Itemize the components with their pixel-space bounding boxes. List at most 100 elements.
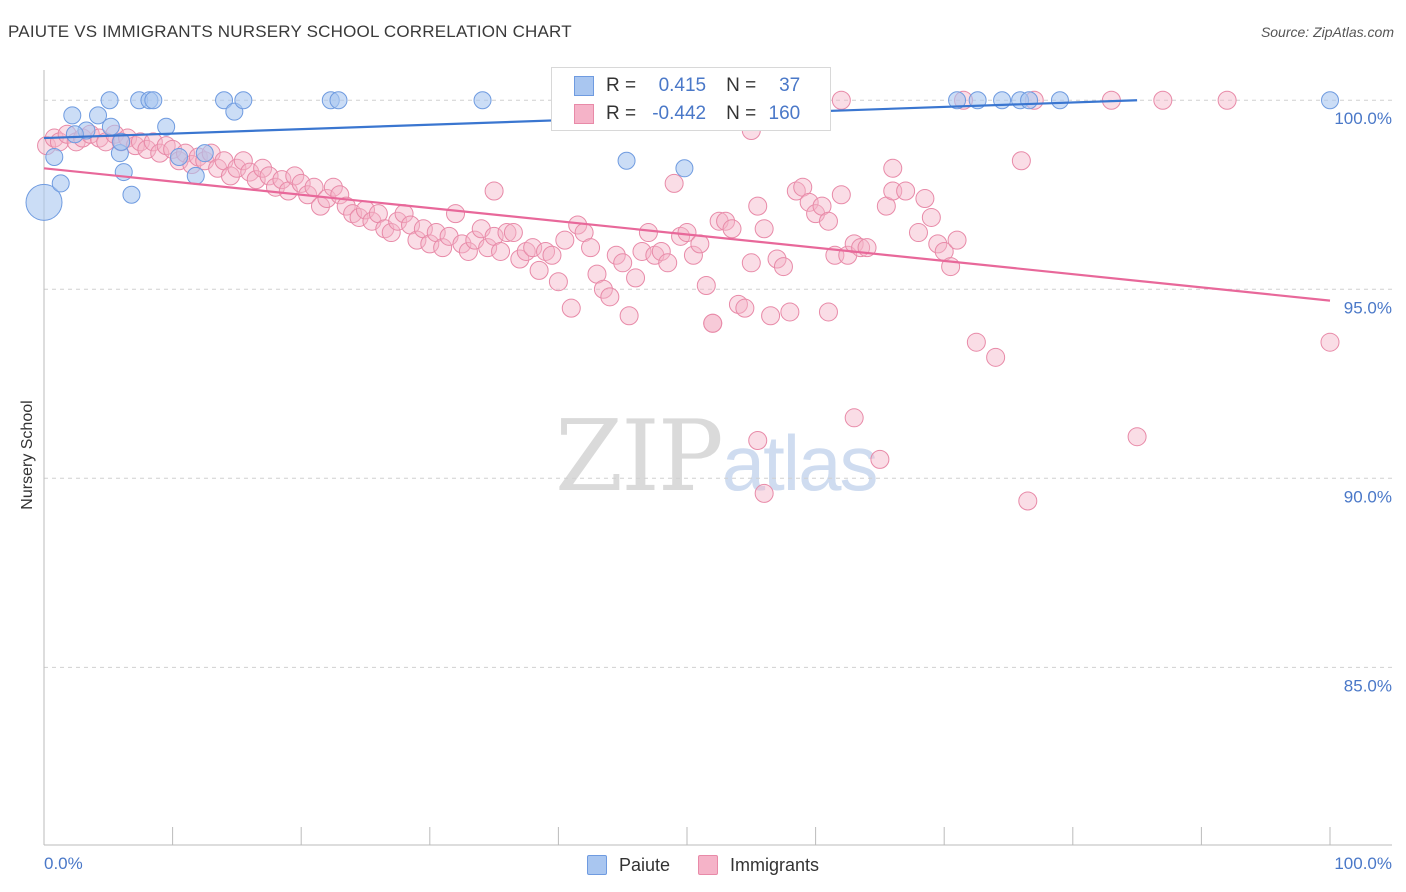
immigrants-point [349,207,369,227]
immigrants-point [343,204,363,224]
immigrants-swatch [574,104,594,124]
paiute-point [473,91,492,110]
immigrants-point [915,189,935,209]
immigrants-point [548,272,568,292]
immigrants-point [240,162,260,182]
immigrants-point [1011,151,1031,171]
immigrants-trend-line [43,167,1331,302]
immigrants-point [606,245,626,265]
immigrants-point [844,408,864,428]
correlation-legend: R = 0.415 N = 37 R = -0.442 N = 160 [551,67,831,131]
immigrants-point [741,253,761,273]
paiute-n-value: 37 [779,75,801,96]
immigrants-point [613,253,633,273]
paiute-point [170,147,189,166]
paiute-point [100,91,119,110]
immigrants-point [381,223,401,243]
immigrants-point [831,90,851,110]
immigrants-point [773,257,793,277]
immigrants-point [818,211,838,231]
paiute-point [45,147,64,166]
immigrants-point [921,207,941,227]
watermark: ZIPatlas [555,400,879,514]
immigrants-point [529,260,549,280]
immigrants-point [1153,90,1173,110]
immigrants-r-value: -0.442 [652,103,707,124]
paiute-point [1050,91,1069,110]
immigrants-point [561,298,581,318]
immigrants-point [227,158,247,178]
chart-title: PAIUTE VS IMMIGRANTS NURSERY SCHOOL CORR… [8,22,572,41]
immigrants-point [407,230,427,250]
immigrants-point [1127,427,1147,447]
immigrants-point [1217,90,1237,110]
paiute-point [112,132,131,151]
immigrants-point [452,234,472,254]
immigrants-point [870,449,890,469]
paiute-point [25,183,63,221]
immigrants-point [291,173,311,193]
r-label: R = [606,75,637,96]
immigrants-point [696,275,716,295]
immigrants-point [433,238,453,258]
x-tick-label: 0.0% [44,854,83,873]
y-tick-label: 90.0% [1344,487,1392,506]
immigrants-point [484,181,504,201]
immigrants-point [780,302,800,322]
immigrants-point [928,234,948,254]
immigrants-point [253,158,273,178]
immigrants-point [491,241,511,261]
immigrants-point [799,192,819,212]
immigrants-point [600,287,620,307]
legend-item-immigrants: Immigrants [698,855,819,876]
immigrants-point [478,238,498,258]
immigrants-point [761,306,781,326]
r-label: R = [606,103,637,124]
paiute-point [617,151,636,170]
immigrants-point [754,483,774,503]
series-legend: Paiute Immigrants [0,852,1406,878]
legend-row-paiute: R = 0.415 N = 37 [574,73,800,99]
immigrants-n-value: 160 [768,103,801,124]
immigrants-point [966,332,986,352]
y-tick-label: 85.0% [1344,676,1392,695]
paiute-point [329,91,348,110]
immigrants-point [658,253,678,273]
immigrants-point [503,223,523,243]
legend-row-immigrants: R = -0.442 N = 160 [574,101,800,127]
immigrants-point [156,136,176,156]
immigrants-point [638,223,658,243]
immigrants-point [285,166,305,186]
y-tick-label: 100.0% [1334,109,1392,128]
paiute-point [186,166,205,185]
source-label: Source: ZipAtlas.com [1260,24,1394,40]
y-tick-label: 95.0% [1344,298,1392,317]
immigrants-point [233,151,253,171]
immigrants-point [542,245,562,265]
immigrants-point [651,241,671,261]
paiute-point [234,91,253,110]
immigrants-point [908,223,928,243]
paiute-point [122,185,141,204]
watermark-atlas: atlas [721,419,879,507]
immigrants-point [986,347,1006,367]
paiute-point [1020,91,1039,110]
x-tick-label: 100.0% [1334,854,1392,873]
immigrants-point [818,302,838,322]
immigrants-point [259,166,279,186]
paiute-point [215,91,234,110]
immigrants-point [671,226,691,246]
paiute-point [63,106,82,125]
immigrants-point [246,170,266,190]
paiute-point [51,174,70,193]
paiute-point [101,117,120,136]
paiute-r-value: 0.415 [658,75,707,96]
immigrants-point [626,268,646,288]
immigrants-point [690,234,710,254]
immigrants-point [420,234,440,254]
paiute-swatch [586,855,607,875]
paiute-swatch [574,76,594,96]
immigrants-point [786,181,806,201]
paiute-point [157,117,176,136]
